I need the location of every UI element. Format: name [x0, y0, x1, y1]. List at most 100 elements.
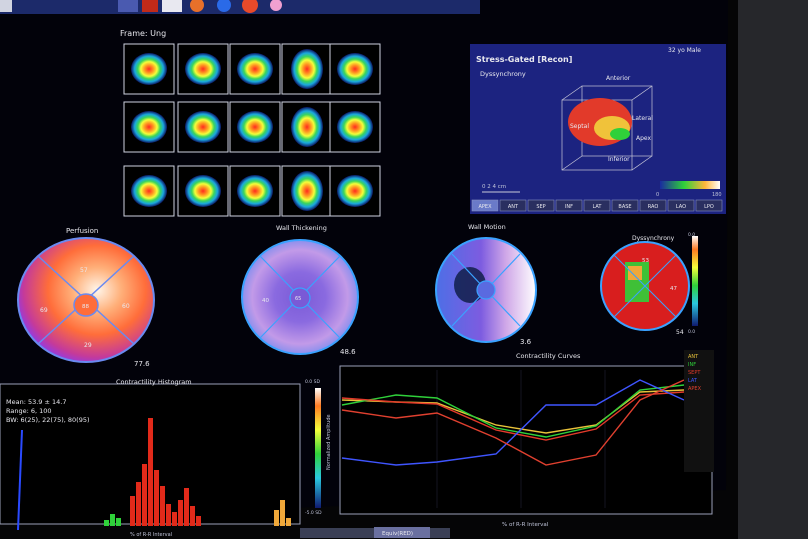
slice-image — [337, 53, 373, 85]
histogram-stat: Range: 6, 100 — [6, 407, 52, 415]
view-button-lao[interactable] — [667, 199, 695, 212]
view-button-label: LAO — [676, 204, 686, 210]
recon-colorbar — [660, 181, 720, 189]
curve-sept — [341, 391, 685, 441]
histogram-bar — [196, 516, 201, 526]
thickening-value: 48.6 — [340, 348, 356, 356]
slice-image — [185, 111, 221, 143]
perfusion-seg: 29 — [84, 342, 92, 349]
slice-image — [291, 49, 323, 89]
curve-lines — [341, 379, 685, 466]
axis-septal: Septal — [570, 123, 589, 130]
toolbar-button[interactable] — [217, 0, 231, 12]
thickening-seg: 65 — [295, 296, 301, 302]
thickening-title: Wall Thickening — [276, 224, 327, 232]
patient-info: 32 yo Male — [668, 47, 701, 54]
dyssynchrony-seg: 53 — [642, 258, 649, 264]
legend-item-apex: APEX — [688, 386, 702, 392]
axis-lateral: Lateral — [632, 115, 653, 122]
motion-value: 3.6 — [520, 338, 532, 346]
histogram-bar — [160, 486, 165, 526]
histogram-bar — [184, 488, 189, 526]
thickening-seg: 40 — [262, 298, 269, 304]
histogram-bar — [148, 418, 153, 526]
toolbar-button[interactable] — [242, 0, 258, 13]
histogram-bar — [130, 496, 135, 526]
view-button-label: INF — [565, 204, 573, 210]
status-tab[interactable] — [374, 527, 430, 538]
toolbar-button[interactable] — [118, 0, 138, 12]
curves-grid — [436, 370, 606, 508]
histogram-bar — [274, 510, 279, 526]
perfusion-seg: 69 — [40, 307, 48, 314]
recon-title: Stress-Gated [Recon] — [476, 55, 572, 64]
perfusion-title: Perfusion — [66, 227, 98, 235]
view-button-rao[interactable] — [639, 199, 667, 212]
view-button-label: ANT — [508, 204, 519, 210]
view-button-inf[interactable] — [555, 199, 583, 212]
dyssynchrony-title: Dyssynchrony — [632, 235, 675, 242]
amplitude-colorbar — [315, 388, 321, 508]
perfusion-value: 77.6 — [134, 360, 150, 368]
recon-tick-0: 0 — [656, 192, 659, 198]
histogram-bars — [104, 418, 291, 526]
slice-image — [185, 175, 221, 207]
slice-image — [337, 111, 373, 143]
amplitude-label: Normalized Amplitude — [326, 414, 332, 470]
histogram-stat: Mean: 53.9 ± 14.7 — [6, 398, 67, 406]
recon-mode: Dyssynchrony — [480, 70, 526, 78]
view-button-label: SEP — [536, 204, 545, 210]
amplitude-tick: -5.0 SD — [305, 510, 322, 516]
slice-image — [131, 175, 167, 207]
axis-inferior: Inferior — [608, 156, 630, 163]
slice-image — [131, 111, 167, 143]
histogram-bar — [136, 482, 141, 526]
axis-apex: Apex — [636, 135, 651, 142]
histogram-xlabel: % of R-R Interval — [130, 532, 172, 538]
perfusion-seg: 60 — [122, 303, 130, 310]
view-button-ant[interactable] — [499, 199, 527, 212]
curve-lat — [341, 379, 685, 466]
view-button-apex[interactable] — [471, 199, 499, 212]
dyssynchrony-tick: 0.0 — [688, 329, 695, 335]
legend-item-lat: LAT — [688, 378, 698, 384]
perfusion-map: Perfusion 57 69 60 29 88 77.6 — [17, 227, 155, 368]
histogram-bar — [104, 520, 109, 526]
histogram-title: Contractility Histogram — [116, 378, 192, 386]
slice-image — [237, 111, 273, 143]
histogram-bar — [142, 464, 147, 526]
toolbar-button[interactable] — [142, 0, 158, 12]
view-button-sep[interactable] — [527, 199, 555, 212]
motion-title: Wall Motion — [468, 223, 506, 231]
dyssynchrony-map: Dyssynchrony 53 47 0.0 0.0 54 — [600, 232, 698, 336]
view-button-lat[interactable] — [583, 199, 611, 212]
toolbar — [0, 0, 480, 14]
bezel-right — [738, 0, 808, 539]
axis-anterior: Anterior — [606, 75, 631, 82]
view-button-label: LAT — [593, 204, 603, 210]
status-tab-label: Equiv(RED) — [382, 531, 413, 537]
histogram-bar — [116, 518, 121, 526]
status-bar: Equiv(RED) — [300, 527, 450, 538]
amplitude-tick: 0.0 SD — [305, 379, 320, 385]
curves-title: Contractility Curves — [516, 352, 581, 360]
toolbar-button[interactable] — [190, 0, 204, 12]
histogram-bar — [178, 500, 183, 526]
toolbar-button[interactable] — [162, 0, 182, 12]
view-button-base[interactable] — [611, 199, 639, 212]
histogram-bar — [172, 512, 177, 526]
dyssynchrony-value: 54 — [676, 329, 684, 336]
slice-image — [291, 107, 323, 147]
scale-text: 0 2 4 cm — [482, 184, 506, 190]
legend-item-ant: ANT — [688, 354, 699, 360]
curves-xlabel: % of R-R Interval — [502, 522, 549, 528]
view-buttons: APEX ANT SEP INF LAT BASE RAO LAO LPO — [471, 199, 723, 212]
toolbar-button[interactable] — [270, 0, 282, 11]
dyssynchrony-seg: 47 — [670, 286, 677, 292]
view-button-lpo[interactable] — [695, 199, 723, 212]
slice-image — [131, 53, 167, 85]
histogram-bar — [280, 500, 285, 526]
perfusion-seg: 88 — [82, 304, 89, 310]
legend-item-inf: INF — [688, 362, 696, 368]
